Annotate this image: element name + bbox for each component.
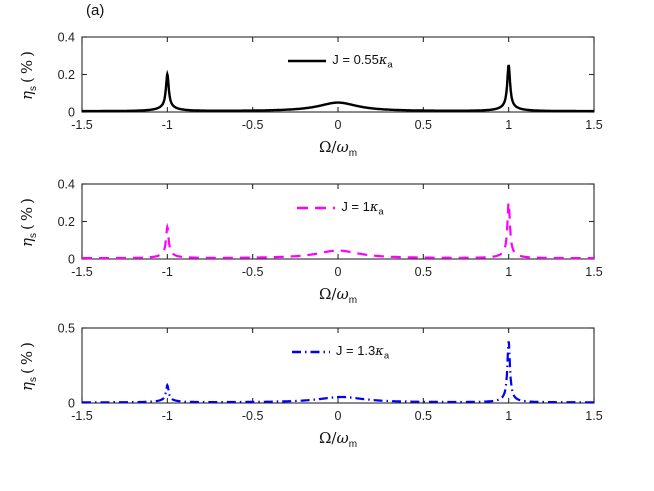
svg-text:-0.5: -0.5 bbox=[242, 265, 264, 279]
svg-text:0: 0 bbox=[335, 265, 342, 279]
svg-text:-1.5: -1.5 bbox=[71, 409, 93, 423]
svg-text:-0.5: -0.5 bbox=[242, 409, 264, 423]
svg-text:0: 0 bbox=[335, 118, 342, 132]
subplot-1-legend-label: J = 0.55κa bbox=[332, 51, 393, 71]
svg-text:0: 0 bbox=[335, 409, 342, 423]
legend-dash-dot-line-icon bbox=[291, 350, 330, 354]
eta-symbol: η bbox=[18, 90, 36, 100]
svg-text:-1.5: -1.5 bbox=[71, 118, 93, 132]
svg-text:0.5: 0.5 bbox=[415, 118, 432, 132]
svg-text:0: 0 bbox=[68, 253, 75, 267]
eta-symbol: η bbox=[18, 381, 36, 391]
subplot-3-legend-label: J = 1.3κa bbox=[335, 342, 390, 362]
percent-units: (%) bbox=[18, 195, 36, 230]
legend-solid-line-icon bbox=[288, 59, 327, 63]
svg-text:1: 1 bbox=[505, 118, 512, 132]
svg-text:0.5: 0.5 bbox=[415, 409, 432, 423]
eta-subscript: s bbox=[28, 232, 39, 238]
svg-text:1.5: 1.5 bbox=[585, 118, 602, 132]
subplot-3-legend: J = 1.3κa bbox=[240, 341, 440, 363]
svg-text:0.2: 0.2 bbox=[58, 68, 75, 82]
subplot-3-x-axis-label: Ω/ωm bbox=[318, 429, 358, 450]
subplot-2-y-axis-label: ηs (%) bbox=[16, 166, 39, 276]
svg-text:-1.5: -1.5 bbox=[71, 265, 93, 279]
svg-text:-1: -1 bbox=[162, 118, 173, 132]
subplot-2-plot-area: -1.5 -1 -0.5 0 0.5 1 1.5 0 0.2 0.4 bbox=[58, 178, 603, 280]
eta-symbol: η bbox=[18, 237, 36, 247]
subplot-3-plot-area: -1.5 -1 -0.5 0 0.5 1 1.5 0 0.5 bbox=[58, 322, 603, 424]
svg-text:-1: -1 bbox=[162, 409, 173, 423]
subplot-1-plot-area: -1.5 -1 -0.5 0 0.5 1 1.5 0 0.2 0.4 bbox=[58, 31, 603, 133]
svg-text:1.5: 1.5 bbox=[585, 409, 602, 423]
legend-dashed-line-icon bbox=[297, 206, 336, 210]
subplot-2-legend: J = 1κa bbox=[240, 197, 440, 219]
svg-text:0.4: 0.4 bbox=[58, 31, 75, 45]
subplot-3-y-axis-label: ηs (%) bbox=[16, 310, 39, 420]
percent-units: (%) bbox=[18, 48, 36, 83]
svg-text:-0.5: -0.5 bbox=[242, 118, 264, 132]
percent-units: (%) bbox=[18, 339, 36, 374]
svg-text:-1: -1 bbox=[162, 265, 173, 279]
svg-text:1: 1 bbox=[505, 265, 512, 279]
svg-text:0.2: 0.2 bbox=[58, 215, 75, 229]
svg-text:1.5: 1.5 bbox=[585, 265, 602, 279]
eta-subscript: s bbox=[28, 376, 39, 382]
subplot-1-legend: J = 0.55κa bbox=[240, 50, 440, 72]
svg-text:1: 1 bbox=[505, 409, 512, 423]
subplot-2-x-axis-label: Ω/ωm bbox=[318, 285, 358, 306]
subplot-1-x-axis-label: Ω/ωm bbox=[318, 138, 358, 159]
svg-text:0.5: 0.5 bbox=[415, 265, 432, 279]
panel-label: (a) bbox=[86, 2, 105, 19]
eta-subscript: s bbox=[28, 85, 39, 91]
subplot-2-legend-label: J = 1κa bbox=[341, 198, 384, 218]
svg-text:0.5: 0.5 bbox=[58, 322, 75, 336]
svg-text:0: 0 bbox=[68, 397, 75, 411]
svg-text:0: 0 bbox=[68, 106, 75, 120]
svg-text:0.4: 0.4 bbox=[58, 178, 75, 192]
subplot-1-y-axis-label: ηs (%) bbox=[16, 19, 39, 129]
